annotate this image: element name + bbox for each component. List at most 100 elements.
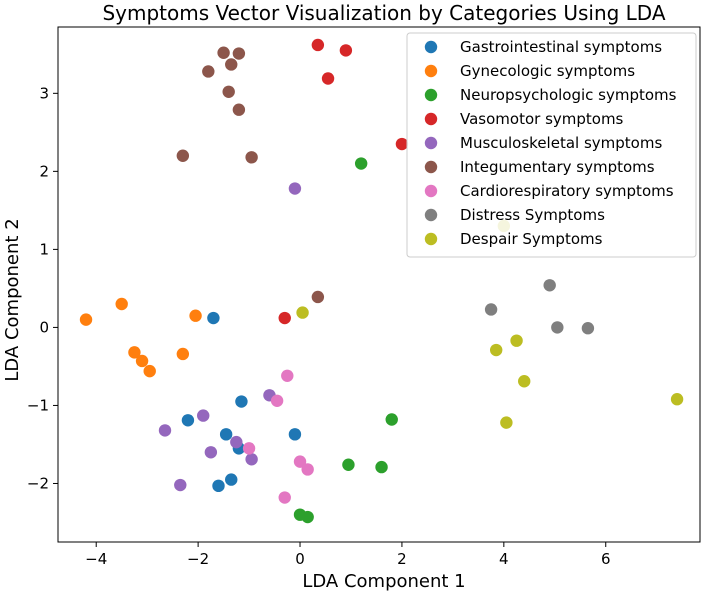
y-tick-label: 3 (39, 84, 49, 102)
data-point (311, 290, 325, 304)
plot-area (79, 38, 684, 524)
legend-marker (424, 64, 438, 78)
data-point (270, 394, 284, 407)
data-point (230, 435, 243, 449)
data-point (510, 334, 523, 347)
data-point (500, 416, 513, 429)
legend-label: Neuropsychologic symptoms (460, 86, 677, 104)
data-point (232, 47, 246, 60)
data-point (395, 137, 409, 151)
data-point (339, 44, 353, 57)
x-tick-label: −2 (187, 550, 209, 568)
chart-title: Symptoms Vector Visualization by Categor… (102, 1, 665, 25)
series-1 (79, 297, 202, 378)
x-tick-label: 2 (397, 550, 407, 568)
data-point (321, 72, 335, 85)
legend-marker (424, 160, 438, 174)
data-point (375, 460, 388, 474)
data-point (581, 321, 595, 335)
data-point (242, 442, 256, 455)
data-point (301, 463, 314, 476)
legend-marker (424, 184, 438, 198)
axes-frame (57, 26, 701, 543)
data-point (207, 311, 220, 325)
data-point (670, 393, 684, 406)
data-point (342, 458, 355, 471)
y-tick-label: −1 (27, 396, 49, 414)
data-point (217, 46, 230, 59)
series-0 (181, 311, 302, 493)
series-6 (242, 369, 314, 504)
data-point (143, 364, 156, 378)
data-point (212, 479, 225, 493)
legend-marker (424, 88, 438, 102)
data-point (181, 414, 195, 427)
series-3 (278, 38, 409, 325)
legend: Gastrointestinal symptoms Gynecologic sym… (406, 32, 697, 258)
y-tick-label: −2 (27, 474, 49, 492)
x-tick-label: 4 (499, 550, 509, 568)
data-point (296, 306, 309, 319)
series-7 (484, 279, 595, 335)
data-point (245, 151, 258, 164)
data-point (204, 446, 218, 459)
legend-marker (424, 208, 438, 222)
series-4 (158, 182, 302, 492)
data-point (197, 409, 210, 422)
data-point (225, 473, 238, 486)
data-point (158, 424, 172, 437)
data-point (189, 309, 202, 322)
data-point (176, 347, 190, 361)
data-point (225, 58, 238, 71)
data-point (245, 453, 258, 466)
legend-label: Despair Symptoms (460, 230, 603, 248)
data-point (128, 346, 141, 359)
data-point (115, 297, 128, 311)
legend-label: Gynecologic symptoms (460, 62, 635, 80)
legend-label: Distress Symptoms (460, 206, 605, 224)
legend-marker (424, 112, 438, 126)
data-point (235, 395, 248, 408)
data-point (281, 369, 294, 382)
y-tick-label: 2 (39, 162, 49, 180)
data-point (518, 375, 531, 388)
data-point (551, 321, 564, 334)
legend-label: Vasomotor symptoms (460, 110, 624, 128)
data-point (135, 354, 149, 368)
x-axis-ticks: −4 −2 0 2 4 6 (85, 542, 611, 568)
data-point (288, 428, 302, 441)
x-tick-label: 6 (601, 550, 611, 568)
legend-label: Cardiorespiratory symptoms (460, 182, 674, 200)
legend-marker (424, 136, 438, 150)
y-tick-label: 0 (39, 318, 49, 336)
data-point (232, 103, 246, 116)
data-point (278, 311, 291, 325)
data-point (176, 149, 190, 162)
data-point (543, 279, 556, 292)
data-point (278, 491, 291, 504)
series-5 (176, 46, 325, 304)
y-axis-ticks: −2 −1 0 1 2 3 (27, 84, 58, 492)
x-tick-label: 0 (295, 550, 305, 568)
data-point (202, 65, 215, 78)
data-point (301, 510, 314, 524)
legend-label: Musculoskeletal symptoms (460, 134, 662, 152)
data-point (219, 428, 233, 441)
data-point (222, 85, 235, 98)
data-point (293, 455, 307, 468)
legend-marker (424, 232, 438, 246)
x-tick-label: −4 (85, 550, 107, 568)
data-point (79, 313, 93, 326)
data-point (489, 343, 503, 357)
data-point (311, 38, 325, 52)
legend-label: Gastrointestinal symptoms (460, 38, 662, 56)
data-point (484, 303, 498, 316)
y-axis-label: LDA Component 2 (2, 218, 23, 381)
legend-marker (424, 40, 438, 54)
x-axis-label: LDA Component 1 (302, 571, 465, 592)
legend-box (406, 32, 697, 258)
legend-label: Integumentary symptoms (460, 158, 655, 176)
data-point (385, 413, 398, 426)
data-point (354, 157, 368, 170)
